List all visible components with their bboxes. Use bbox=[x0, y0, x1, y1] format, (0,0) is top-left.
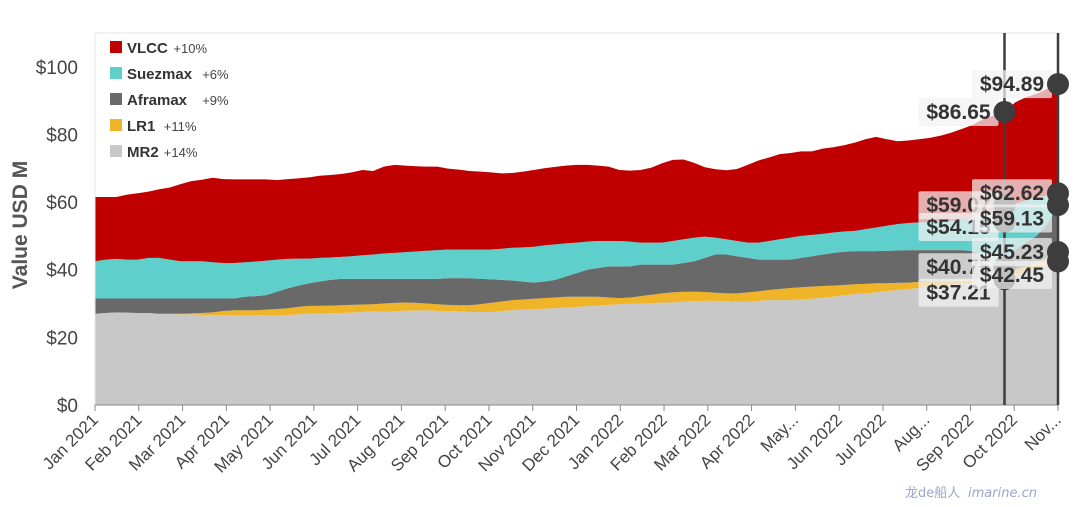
callout-box bbox=[972, 204, 1052, 233]
callout-value: $45.23 bbox=[980, 241, 1044, 264]
callout-dot bbox=[993, 100, 1016, 123]
legend-item-aframax: Aframax +9% bbox=[110, 92, 229, 109]
legend-item-vlcc: VLCC +10% bbox=[110, 40, 207, 57]
legend-series-change: +11% bbox=[164, 119, 197, 134]
y-tick-label: $0 bbox=[57, 396, 78, 417]
callout-dot bbox=[1047, 194, 1069, 217]
callout-box bbox=[972, 70, 1052, 99]
series-area-lr1 bbox=[95, 252, 1058, 316]
callout-box bbox=[972, 260, 1052, 289]
series-area-vlcc bbox=[95, 84, 1058, 263]
callout-value: $86.65 bbox=[926, 101, 991, 124]
x-tick-label: Nov... bbox=[1021, 410, 1065, 454]
legend-swatch bbox=[110, 41, 122, 53]
y-tick-label: $60 bbox=[46, 193, 78, 214]
legend-swatch bbox=[110, 145, 122, 157]
callout-dot bbox=[1047, 73, 1069, 96]
callout-box bbox=[918, 97, 999, 126]
callout-vlcc-aug: $86.65 bbox=[918, 97, 1016, 126]
callout-suezmax-nov: $62.62 bbox=[972, 179, 1069, 208]
callout-vlcc-nov: $94.89 bbox=[972, 70, 1069, 99]
legend-swatch bbox=[110, 67, 122, 79]
legend-swatch bbox=[110, 93, 122, 105]
callout-box bbox=[972, 179, 1052, 208]
callout-value: $94.89 bbox=[980, 73, 1044, 96]
callout-mr2-nov: $42.45 bbox=[972, 250, 1069, 289]
legend-series-name: Aframax bbox=[127, 92, 188, 109]
legend-series-name: LR1 bbox=[127, 118, 155, 135]
series-area-aframax bbox=[95, 205, 1058, 314]
y-tick-label: $80 bbox=[46, 125, 78, 146]
stacked-areas bbox=[95, 84, 1058, 405]
value-callouts: $86.65$59.07$54.15$40.75$37.21$94.89$62.… bbox=[918, 70, 1069, 307]
legend-series-change: +6% bbox=[202, 67, 229, 82]
legend-series-name: MR2 bbox=[127, 144, 159, 161]
legend-series-change: +9% bbox=[202, 93, 229, 108]
legend: VLCC +10% Suezmax +6% Aframax +9% LR1 +11% MR2 +1… bbox=[110, 40, 229, 161]
legend-item-suezmax: Suezmax +6% bbox=[110, 66, 229, 83]
legend-series-name: VLCC bbox=[127, 40, 168, 57]
y-tick-label: $20 bbox=[46, 328, 78, 349]
watermark-domain: imarine.cn bbox=[968, 486, 1037, 501]
y-tick-label: $40 bbox=[46, 261, 78, 282]
watermark-brand: 龙de船人 bbox=[905, 486, 960, 501]
callout-value: $42.45 bbox=[980, 264, 1045, 287]
callout-aframax-nov: $59.13 bbox=[972, 194, 1069, 233]
watermark: 龙de船人 imarine.cn bbox=[905, 486, 1037, 501]
legend-series-change: +10% bbox=[173, 41, 207, 56]
series-area-suezmax bbox=[95, 193, 1058, 299]
legend-series-name: Suezmax bbox=[127, 66, 193, 83]
y-tick-label: $100 bbox=[36, 58, 78, 79]
callout-value: $59.13 bbox=[980, 208, 1044, 231]
callout-box bbox=[972, 238, 1052, 267]
callout-value: $62.62 bbox=[980, 182, 1044, 205]
legend-item-lr1: LR1 +11% bbox=[110, 118, 197, 135]
series-area-mr2 bbox=[95, 261, 1058, 405]
legend-swatch bbox=[110, 119, 122, 131]
legend-item-mr2: MR2 +14% bbox=[110, 144, 198, 161]
y-axis-label: Value USD M bbox=[9, 161, 32, 289]
callout-dot bbox=[1047, 250, 1069, 273]
legend-series-change: +14% bbox=[164, 145, 198, 160]
